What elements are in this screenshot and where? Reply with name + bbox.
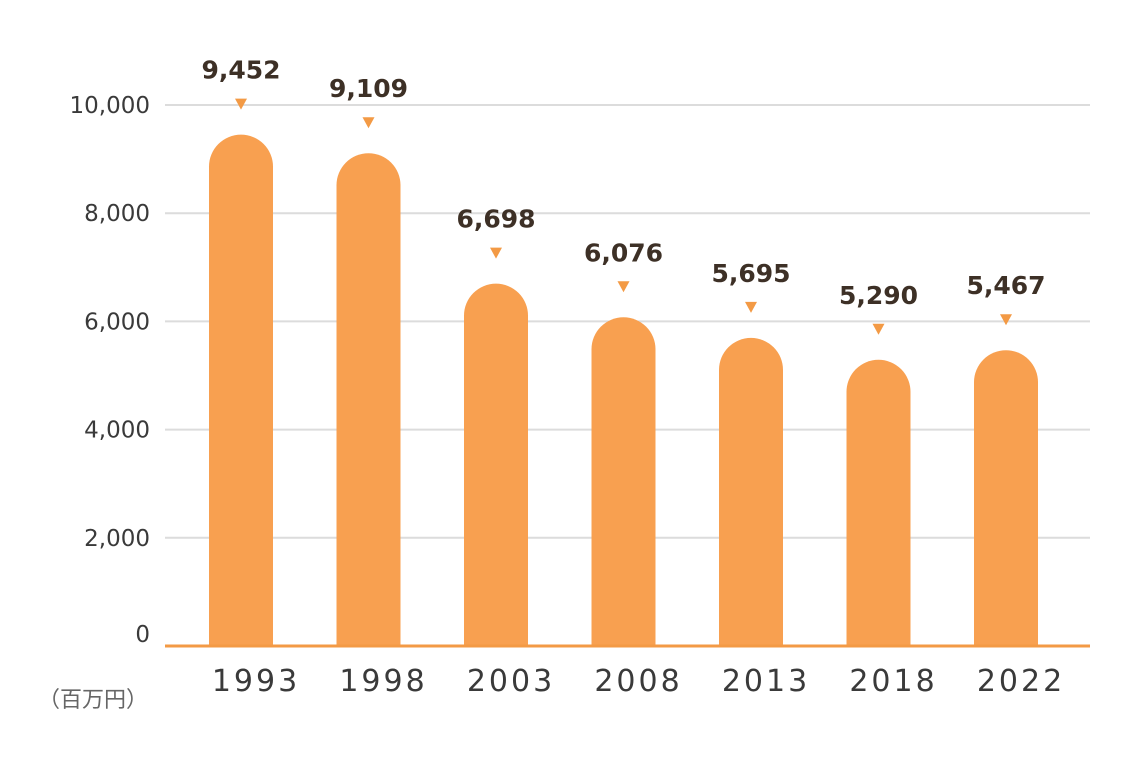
bar <box>846 359 911 646</box>
data-label: 9,109 <box>329 74 408 103</box>
bar-marker-triangle <box>362 117 375 129</box>
data-label: 5,467 <box>966 271 1045 300</box>
bar <box>464 283 528 646</box>
bar-marker-triangle <box>872 323 885 335</box>
data-label: 6,076 <box>584 238 663 267</box>
data-label: 9,452 <box>201 56 280 85</box>
data-label: 6,698 <box>456 205 535 234</box>
bar <box>209 134 273 647</box>
x-axis-ticks: 1993 1998 2003 2008 2013 2018 2022 <box>212 664 1065 699</box>
bars-layer <box>209 134 1038 647</box>
y-tick-label: 10,000 <box>70 93 150 119</box>
y-tick-label: 2,000 <box>84 526 150 552</box>
x-tick-label: 2013 <box>722 664 810 699</box>
bar-marker-triangle <box>490 247 502 259</box>
bar-marker-triangle <box>235 98 247 110</box>
x-tick-label: 1998 <box>339 664 427 699</box>
y-tick-label: 0 <box>135 622 150 648</box>
unit-label: （百万円） <box>38 688 149 713</box>
data-label: 5,695 <box>711 259 790 288</box>
bar <box>336 153 401 646</box>
x-tick-label: 2018 <box>849 664 937 699</box>
y-tick-label: 6,000 <box>84 309 150 335</box>
bar <box>974 350 1038 646</box>
data-label: 5,290 <box>839 281 918 310</box>
bar-marker-triangle <box>1000 314 1012 326</box>
x-tick-label: 2022 <box>977 664 1065 699</box>
y-axis-ticks: 0 2,000 4,000 6,000 8,000 10,000 <box>70 93 150 648</box>
markers-layer <box>235 98 1012 335</box>
x-tick-label: 1993 <box>212 664 300 699</box>
bar-marker-triangle <box>617 281 630 293</box>
labels-layer: 9,452 9,109 6,698 6,076 5,695 5,290 5,467 <box>201 56 1045 310</box>
y-tick-label: 4,000 <box>84 418 150 444</box>
bar-marker-triangle <box>745 301 757 313</box>
x-tick-label: 2003 <box>467 664 555 699</box>
y-tick-label: 8,000 <box>84 201 150 227</box>
x-tick-label: 2008 <box>594 664 682 699</box>
bar <box>591 317 656 646</box>
bar <box>719 337 783 646</box>
